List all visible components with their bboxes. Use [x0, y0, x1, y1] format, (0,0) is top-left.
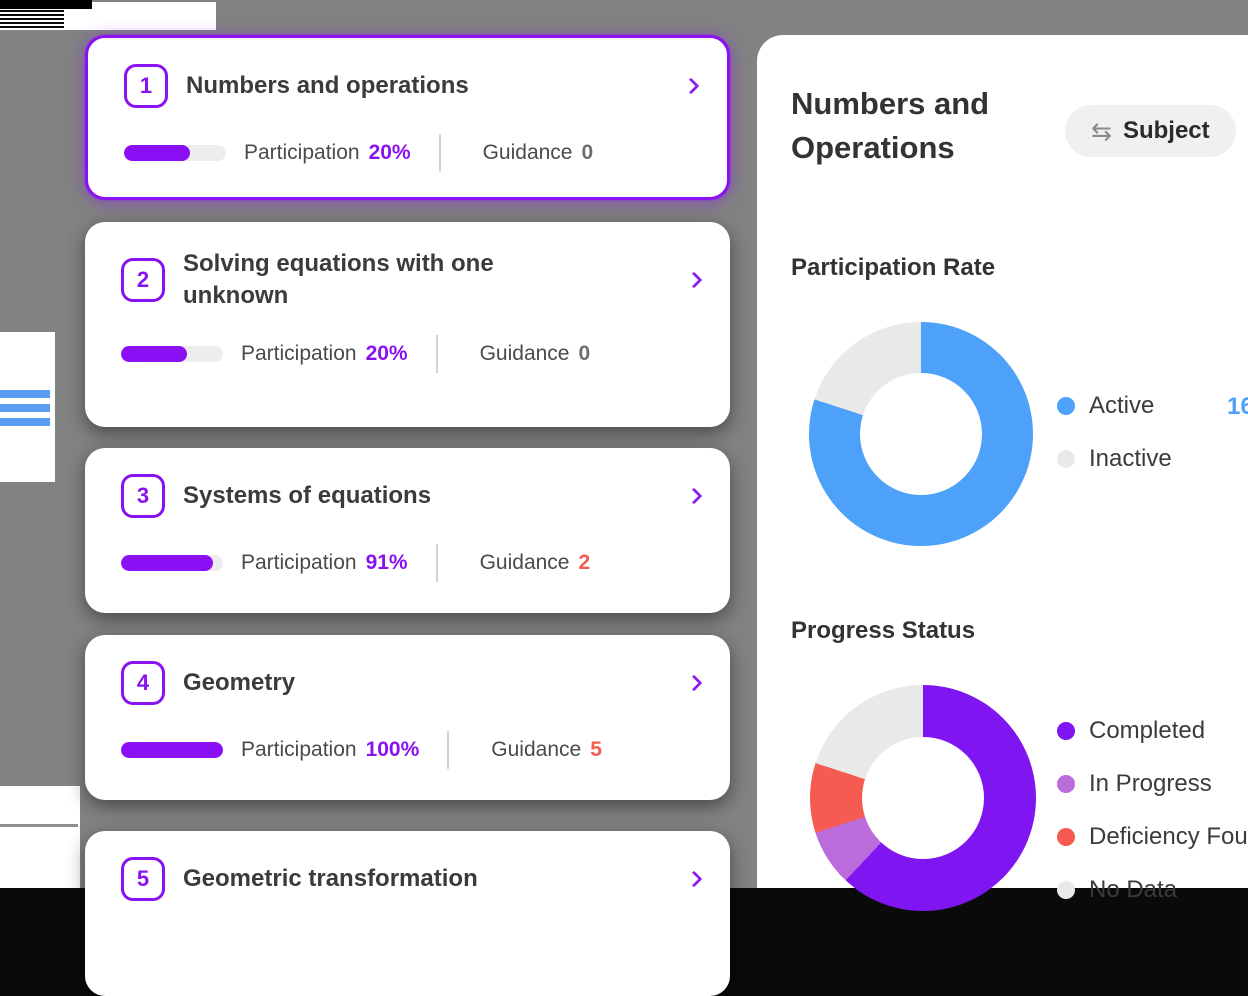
participation-progress-bar: [124, 145, 226, 161]
chevron-right-icon[interactable]: [685, 674, 703, 692]
participation-progress-bar: [121, 345, 223, 362]
donut-hole: [860, 373, 982, 495]
progress-legend: Completed In Progress Deficiency Found N…: [1057, 717, 1248, 903]
progress-status-heading: Progress Status: [791, 617, 976, 644]
legend-item-completed: Completed: [1057, 717, 1248, 744]
topic-title: Solving equations with one unknown: [183, 250, 494, 310]
participation-donut-chart: [809, 322, 1033, 546]
legend-item-in-progress: In Progress: [1057, 770, 1248, 797]
guidance-label: Guidance: [482, 141, 573, 164]
subject-button-label: Subject: [1122, 117, 1210, 144]
hamburger-line-icon: [0, 404, 50, 412]
subject-toggle-button[interactable]: ⇆ Subject: [1065, 105, 1236, 157]
active-dot-icon: [1057, 396, 1075, 415]
topic-title: Systems of equations: [183, 481, 432, 509]
topic-card-solving-equations[interactable]: 2 Solving equations with one unknown Par…: [85, 222, 730, 427]
participation-value: 20%: [368, 141, 411, 164]
guidance-value: 0: [581, 141, 594, 164]
panel-title: Numbers and Operations: [791, 86, 990, 166]
participation-legend: Active Inactive: [1057, 392, 1172, 472]
participation-value: 100%: [365, 738, 420, 761]
progress-donut-chart: [810, 685, 1036, 911]
deficiency-dot-icon: [1057, 827, 1075, 846]
participation-label: Participation: [241, 738, 357, 761]
topic-card-geometry[interactable]: 4 Geometry Participation 100% Guidance 5: [85, 635, 730, 800]
chevron-right-icon[interactable]: [685, 870, 703, 888]
topic-number-badge: 2: [121, 258, 165, 303]
guidance-value: 5: [590, 738, 602, 761]
underlay-top-dark-strip: [0, 0, 92, 9]
underlay-bottom-fragment: [0, 786, 80, 888]
legend-label: In Progress: [1089, 769, 1212, 797]
underlay-divider-line: [0, 824, 78, 827]
topic-card-geometric-transformation[interactable]: 5 Geometric transformation: [85, 831, 730, 996]
topic-number-badge: 1: [124, 64, 168, 108]
topic-detail-panel: Numbers and Operations ⇆ Subject Partici…: [757, 35, 1248, 911]
topic-number-badge: 5: [121, 857, 165, 901]
legend-label: No Data: [1089, 875, 1178, 903]
swap-arrows-icon: ⇆: [1091, 116, 1112, 146]
chevron-right-icon[interactable]: [682, 77, 700, 95]
hamburger-line-icon: [0, 390, 50, 398]
participation-label: Participation: [241, 341, 357, 365]
legend-item-inactive: Inactive: [1057, 445, 1172, 472]
guidance-label: Guidance: [479, 551, 570, 574]
guidance-value: 2: [578, 551, 591, 574]
topic-number-badge: 3: [121, 474, 165, 518]
chevron-right-icon[interactable]: [685, 487, 703, 505]
topic-number-badge: 4: [121, 661, 165, 705]
participation-value: 91%: [365, 551, 408, 574]
legend-item-deficiency-found: Deficiency Found: [1057, 823, 1248, 850]
guidance-label: Guidance: [479, 341, 570, 365]
legend-label: Deficiency Found: [1089, 822, 1248, 850]
legend-label: Inactive: [1089, 444, 1172, 472]
donut-hole: [862, 737, 984, 859]
legend-label: Completed: [1089, 716, 1206, 744]
completed-dot-icon: [1057, 721, 1075, 740]
active-count-value: 16: [1227, 393, 1248, 420]
underlay-left-fragment: [0, 332, 55, 482]
stats-divider: [447, 731, 450, 769]
no-data-dot-icon: [1057, 880, 1075, 899]
participation-label: Participation: [244, 141, 360, 164]
stats-divider: [435, 544, 438, 582]
legend-item-no-data: No Data: [1057, 876, 1248, 903]
participation-label: Participation: [241, 551, 357, 574]
chevron-right-icon[interactable]: [685, 271, 703, 289]
guidance-label: Guidance: [491, 738, 582, 761]
underlay-text-stripes: [0, 6, 64, 28]
inactive-dot-icon: [1057, 449, 1075, 468]
participation-rate-heading: Participation Rate: [791, 254, 996, 281]
topic-card-systems-of-equations[interactable]: 3 Systems of equations Participation 91%…: [85, 448, 730, 613]
participation-progress-bar: [121, 742, 223, 758]
participation-progress-bar: [121, 555, 223, 571]
topic-title: Geometry: [183, 668, 296, 696]
in-progress-dot-icon: [1057, 774, 1075, 793]
guidance-value: 0: [578, 341, 591, 365]
topic-title: Geometric transformation: [183, 864, 478, 892]
stats-divider: [438, 134, 441, 172]
topic-card-numbers-and-operations[interactable]: 1 Numbers and operations Participation 2…: [85, 35, 730, 200]
stats-divider: [435, 334, 438, 373]
participation-value: 20%: [365, 341, 408, 365]
legend-label: Active: [1089, 391, 1155, 419]
topic-title: Numbers and operations: [186, 71, 469, 99]
legend-item-active: Active: [1057, 392, 1172, 419]
hamburger-line-icon: [0, 418, 50, 426]
